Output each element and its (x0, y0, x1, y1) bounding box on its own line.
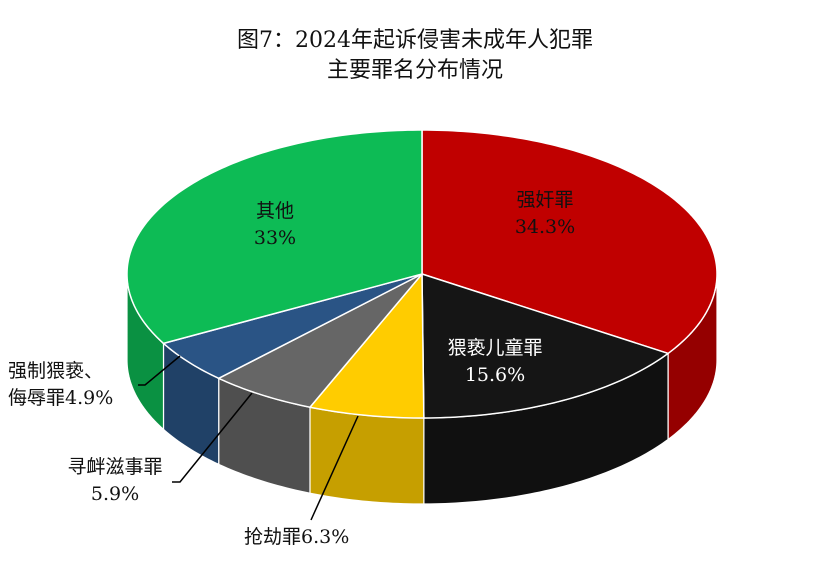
pie-slice-5 (126, 129, 423, 345)
label-slice-3: 寻衅滋事罪 5.9% (55, 454, 175, 508)
chart-title: 图7：2024年起诉侵害未成年人犯罪 (237, 28, 593, 53)
label-value: 34.3% (514, 216, 576, 238)
label-name: 强奸罪 (516, 189, 574, 211)
chart-subtitle: 主要罪名分布情况 (326, 58, 503, 83)
label-value: 33% (253, 227, 297, 249)
pie-slice-1 (421, 272, 670, 419)
label-value: 侮辱罪4.9% (8, 387, 114, 409)
label-slice-2: 抢劫罪6.3% (244, 526, 350, 548)
label-name: 其他 (255, 200, 294, 222)
leader-line-1 (172, 392, 253, 483)
leader-line-2 (138, 355, 181, 386)
pie-slice-2 (308, 271, 425, 419)
label-slice-0: 强奸罪 34.3% (505, 187, 585, 241)
label-name: 强制猥亵、 (8, 360, 104, 382)
label-name: 猥亵儿童罪 (447, 337, 543, 359)
leader-line-0 (310, 415, 359, 521)
pie-slice-4 (161, 273, 423, 380)
label-value: 15.6% (464, 364, 526, 386)
label-value: 5.9% (90, 483, 140, 505)
pie-side-2 (309, 406, 425, 505)
label-slice-5: 其他 33% (240, 198, 310, 252)
label-slice-1: 猥亵儿童罪 15.6% (430, 335, 560, 389)
pie-slice-3 (217, 273, 423, 409)
label-slice-4: 强制猥亵、 侮辱罪4.9% (8, 358, 113, 412)
label-name: 寻衅滋事罪 (67, 456, 163, 478)
